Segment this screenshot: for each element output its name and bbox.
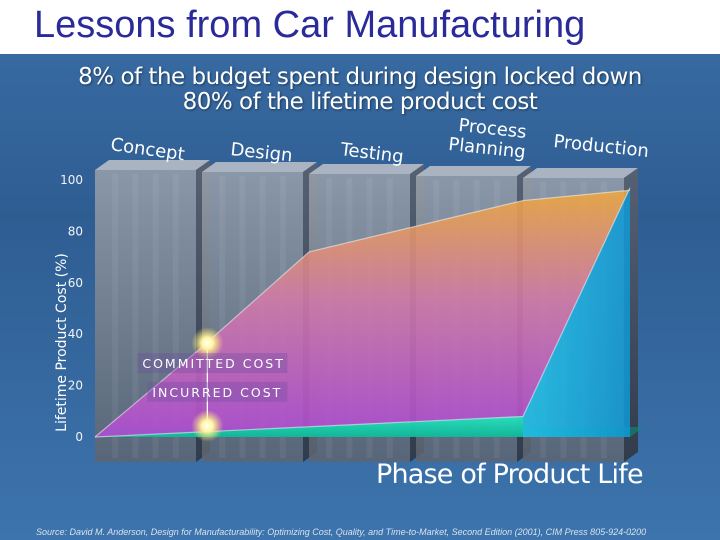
incurred-cost-label: INCURRED COST [152,385,282,400]
production-incurred-face [523,187,630,437]
y-tick-label: 100 [60,173,83,187]
phase-label-production: Production [552,131,649,162]
chart-labels: COMMITTED COST INCURRED COST 0 20 40 60 80 100 L… [54,114,650,490]
y-tick-label: 40 [68,327,83,341]
phase-column-top [95,160,210,170]
incurred-label-bg [147,381,288,402]
committed-cost-line [94,189,631,438]
incurred-glow-marker [191,409,224,442]
committed-cost-label: COMMITTED COST [142,356,285,371]
incurred-cost-line [94,187,631,438]
phase-label-process-planning: ProcessPlanning [447,114,528,163]
phase-column-top [309,164,424,174]
source-citation: Source: David M. Anderson, Design for Ma… [36,527,647,537]
committed-label-bg [137,353,288,374]
chart-overlay [137,327,288,442]
phase-column-top [416,166,531,176]
slide-title: Lessons from Car Manufacturing [34,4,586,46]
y-tick-label: 80 [68,224,83,238]
phase-label-testing: Testing [338,139,404,168]
phase-column-top [523,168,638,178]
headline-line-1: 8% of the budget spent during design loc… [78,64,642,90]
committed-cost-area [95,187,630,437]
y-axis-title: Lifetime Product Cost (%) [54,253,70,432]
y-tick-label: 0 [75,430,83,444]
committed-glow-marker [191,327,224,360]
y-tick-label: 60 [68,276,83,290]
cost-areas [94,187,631,438]
x-axis-title: Phase of Product Life [376,459,643,490]
phase-column-top [202,162,317,172]
title-bar: Lessons from Car Manufacturing [0,0,720,54]
headline-line-2: 80% of the lifetime product cost [182,89,538,115]
y-tick-label: 20 [68,379,83,393]
